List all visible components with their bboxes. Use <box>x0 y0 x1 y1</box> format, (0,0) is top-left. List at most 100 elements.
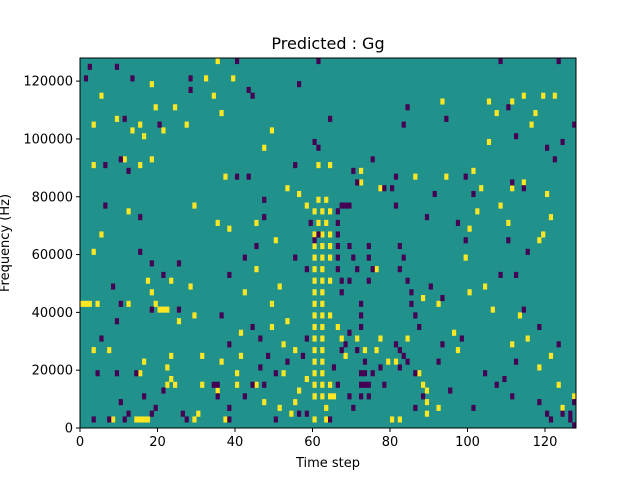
heatmap-cell-low <box>393 173 399 180</box>
heatmap-cell-low <box>514 358 519 365</box>
heatmap-cell-high <box>281 341 286 348</box>
heatmap-cell-low <box>161 271 166 278</box>
heatmap-cell-low <box>114 318 120 325</box>
heatmap-cell-high <box>285 318 290 325</box>
heatmap-cell-low <box>359 323 364 331</box>
heatmap-cell-low <box>335 208 340 215</box>
heatmap-cell-low <box>83 75 89 82</box>
heatmap-cell-low <box>258 335 263 342</box>
heatmap-cell-high <box>91 347 96 354</box>
heatmap-cell-high <box>324 219 329 226</box>
heatmap-cell-high <box>173 381 178 388</box>
y-tick-label: 0 <box>65 422 73 437</box>
heatmap-cell-low <box>409 289 414 296</box>
heatmap-cell-low <box>494 381 499 388</box>
heatmap-cell-low <box>409 300 414 307</box>
heatmap-cell-low <box>440 341 445 348</box>
heatmap-cell-low <box>304 335 309 342</box>
heatmap-cell-high <box>440 98 445 105</box>
heatmap-cell-high <box>200 381 205 388</box>
heatmap-cell-high <box>285 185 290 192</box>
heatmap-cell-high <box>486 138 492 146</box>
heatmap-cell-low <box>227 341 232 348</box>
heatmap-cell-high <box>320 323 325 331</box>
heatmap-cell-high <box>521 92 526 99</box>
heatmap-cell-high <box>95 300 100 307</box>
heatmap-cell-high <box>165 306 170 313</box>
heatmap-cell-high <box>467 289 472 296</box>
heatmap-cell-high <box>312 243 317 250</box>
heatmap-cell-high <box>145 277 151 284</box>
heatmap-cell-high <box>149 81 154 88</box>
y-tick-label: 20000 <box>32 364 73 379</box>
heatmap-cell-low <box>401 121 406 128</box>
heatmap-cell-high <box>355 335 360 342</box>
heatmap-cell-high <box>293 347 298 354</box>
heatmap-cell-high <box>320 254 325 261</box>
heatmap-cell-low <box>339 347 344 354</box>
heatmap-cell-high <box>192 416 197 423</box>
x-tick-label: 60 <box>304 435 321 450</box>
heatmap-cell-high <box>510 98 515 105</box>
heatmap-cell-high <box>510 185 515 192</box>
y-axis-ticks: 0 20000 40000 60000 80000 100000 120000 <box>23 75 80 437</box>
heatmap-cell-high <box>421 295 426 302</box>
heatmap-cell-high <box>494 110 499 117</box>
heatmap-cell-low <box>382 185 387 192</box>
heatmap-cell-high <box>138 121 143 128</box>
heatmap-cell-high <box>463 254 468 261</box>
heatmap-cell-low <box>560 410 565 417</box>
heatmap-cell-low <box>339 277 344 284</box>
heatmap-cell-high <box>149 289 154 296</box>
heatmap-cell-high <box>483 283 488 290</box>
heatmap-cell-high <box>548 214 554 221</box>
heatmap-cell-high <box>91 162 96 169</box>
heatmap-cell-high <box>312 347 317 354</box>
x-tick-label: 100 <box>455 435 480 450</box>
heatmap-cell-high <box>486 98 492 105</box>
heatmap-cell-low <box>107 416 112 423</box>
heatmap-cell-low <box>114 63 120 70</box>
heatmap-cell-low <box>514 271 519 278</box>
heatmap-cell-low <box>316 144 321 151</box>
heatmap-cell-low <box>293 254 298 261</box>
heatmap-cell-high <box>161 306 166 313</box>
heatmap-cell-low <box>572 121 577 128</box>
heatmap-cell-low <box>103 202 108 209</box>
heatmap-cell-high <box>529 121 534 128</box>
heatmap-cell-low <box>266 352 271 359</box>
heatmap-cell-low <box>246 86 251 93</box>
heatmap-cell-low <box>405 277 410 284</box>
heatmap-cell-high <box>165 381 170 388</box>
heatmap-cell-low <box>335 219 340 226</box>
heatmap-cell-high <box>254 266 259 273</box>
heatmap-cell-low <box>149 410 154 417</box>
heatmap-cell-high <box>262 144 267 151</box>
heatmap-cell-low <box>510 179 515 186</box>
heatmap-cell-low <box>250 323 255 331</box>
heatmap-cell-high <box>335 323 340 331</box>
heatmap-cell-low <box>355 266 360 273</box>
heatmap-cell-high <box>134 416 139 423</box>
heatmap-cell-high <box>269 127 275 134</box>
heatmap-cell-high <box>316 162 321 169</box>
heatmap-cell-high <box>312 289 317 296</box>
heatmap-cell-high <box>556 381 561 388</box>
chart-title: Predicted : Gg <box>271 34 384 53</box>
heatmap-cell-high <box>204 75 209 82</box>
heatmap-cell-low <box>347 243 352 250</box>
heatmap-cell-low <box>227 404 232 411</box>
heatmap-cell-low <box>114 370 120 377</box>
heatmap-cell-low <box>444 115 449 122</box>
heatmap-cell-low <box>355 347 360 354</box>
heatmap-cell-low <box>149 260 154 267</box>
heatmap-cell-high <box>312 231 317 238</box>
heatmap-cell-high <box>374 266 379 273</box>
heatmap-cell-low <box>188 86 193 93</box>
heatmap-cell-low <box>215 393 220 400</box>
heatmap-cell-high <box>320 347 325 354</box>
heatmap-cell-low <box>235 173 240 180</box>
heatmap-cell-high <box>320 312 325 319</box>
heatmap-cell-high <box>254 381 259 388</box>
heatmap-cell-low <box>413 370 418 377</box>
